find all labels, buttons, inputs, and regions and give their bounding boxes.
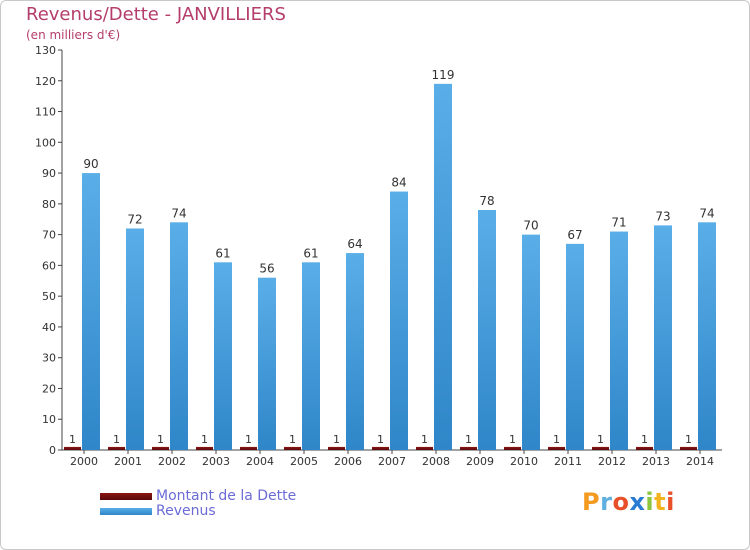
data-label-revenus: 74	[699, 206, 714, 220]
bar-dette	[636, 446, 653, 450]
legend-swatch-revenus	[100, 507, 152, 515]
y-tick-label: 40	[42, 321, 56, 334]
y-tick-label: 50	[42, 290, 56, 303]
y-tick-label: 110	[35, 106, 56, 119]
bar-dette	[284, 446, 301, 450]
x-tick-label: 2007	[378, 455, 406, 468]
bar-dette	[108, 446, 125, 450]
x-tick-label: 2003	[202, 455, 230, 468]
data-label-revenus: 84	[391, 176, 406, 190]
y-tick-label: 120	[35, 75, 56, 88]
bar-revenus	[346, 253, 364, 450]
y-tick-label: 90	[42, 167, 56, 180]
data-label-revenus: 119	[432, 68, 455, 82]
x-tick-label: 2005	[290, 455, 318, 468]
legend-swatch-dette	[100, 492, 152, 500]
data-label-dette: 1	[113, 433, 120, 446]
y-tick-label: 130	[35, 44, 56, 57]
bar-dette	[240, 446, 257, 450]
data-label-dette: 1	[509, 433, 516, 446]
data-label-revenus: 73	[655, 209, 670, 223]
data-label-dette: 1	[245, 433, 252, 446]
bar-dette	[196, 446, 213, 450]
y-tick-label: 20	[42, 382, 56, 395]
bar-dette	[64, 446, 81, 450]
data-label-dette: 1	[685, 433, 692, 446]
legend-label-revenus: Revenus	[156, 503, 216, 519]
bar-dette	[372, 446, 389, 450]
chart-subtitle: (en milliers d'€)	[26, 28, 121, 42]
x-tick-label: 2006	[334, 455, 362, 468]
y-tick-label: 30	[42, 352, 56, 365]
bar-revenus	[126, 228, 144, 450]
bar-revenus	[214, 262, 232, 450]
data-label-dette: 1	[377, 433, 384, 446]
bar-revenus	[82, 173, 100, 451]
chart-title: Revenus/Dette - JANVILLIERS	[26, 4, 286, 25]
bar-dette	[680, 446, 697, 450]
legend-item-revenus: Revenus	[100, 503, 216, 519]
proxiti-logo: Proxiti	[582, 488, 675, 516]
bar-revenus	[170, 222, 188, 450]
data-label-revenus: 64	[347, 237, 362, 251]
data-label-dette: 1	[641, 433, 648, 446]
bar-dette	[548, 446, 565, 450]
y-tick-label: 70	[42, 229, 56, 242]
bar-revenus	[654, 225, 672, 450]
bar-revenus	[610, 231, 628, 450]
data-label-dette: 1	[289, 433, 296, 446]
bar-revenus	[390, 191, 408, 451]
bar-dette	[416, 446, 433, 450]
y-tick-label: 10	[42, 413, 56, 426]
data-label-dette: 1	[157, 433, 164, 446]
data-label-dette: 1	[333, 433, 340, 446]
bar-dette	[152, 446, 169, 450]
y-tick-label: 100	[35, 136, 56, 149]
x-tick-label: 2009	[466, 455, 494, 468]
bar-revenus	[522, 234, 540, 450]
bar-revenus	[434, 83, 452, 450]
x-tick-label: 2002	[158, 455, 186, 468]
data-label-dette: 1	[201, 433, 208, 446]
bar-dette	[504, 446, 521, 450]
x-tick-label: 2001	[114, 455, 142, 468]
data-label-revenus: 90	[83, 157, 98, 171]
data-label-revenus: 74	[171, 206, 186, 220]
data-label-revenus: 61	[215, 246, 230, 260]
x-tick-label: 2000	[70, 455, 98, 468]
bar-revenus	[566, 243, 584, 450]
data-label-revenus: 61	[303, 246, 318, 260]
data-label-dette: 1	[465, 433, 472, 446]
x-tick-label: 2014	[686, 455, 714, 468]
data-label-revenus: 78	[479, 194, 494, 208]
x-tick-label: 2010	[510, 455, 538, 468]
x-tick-label: 2013	[642, 455, 670, 468]
x-tick-label: 2012	[598, 455, 626, 468]
y-tick-label: 0	[49, 444, 56, 457]
legend-label-dette: Montant de la Dette	[156, 488, 297, 504]
bar-dette	[328, 446, 345, 450]
data-label-dette: 1	[553, 433, 560, 446]
x-tick-label: 2008	[422, 455, 450, 468]
data-label-revenus: 72	[127, 212, 142, 226]
data-label-dette: 1	[597, 433, 604, 446]
bar-revenus	[302, 262, 320, 450]
bar-revenus	[258, 277, 276, 450]
y-tick-label: 80	[42, 198, 56, 211]
x-tick-label: 2011	[554, 455, 582, 468]
y-tick-label: 60	[42, 259, 56, 272]
bar-revenus	[478, 210, 496, 450]
bar-revenus	[698, 222, 716, 450]
data-label-revenus: 67	[567, 228, 582, 242]
data-label-revenus: 56	[259, 262, 274, 276]
legend-item-dette: Montant de la Dette	[100, 488, 296, 504]
data-label-revenus: 70	[523, 219, 538, 233]
bar-dette	[592, 446, 609, 450]
data-label-revenus: 71	[611, 216, 626, 230]
x-tick-label: 2004	[246, 455, 274, 468]
bar-dette	[460, 446, 477, 450]
data-label-dette: 1	[421, 433, 428, 446]
data-label-dette: 1	[69, 433, 76, 446]
